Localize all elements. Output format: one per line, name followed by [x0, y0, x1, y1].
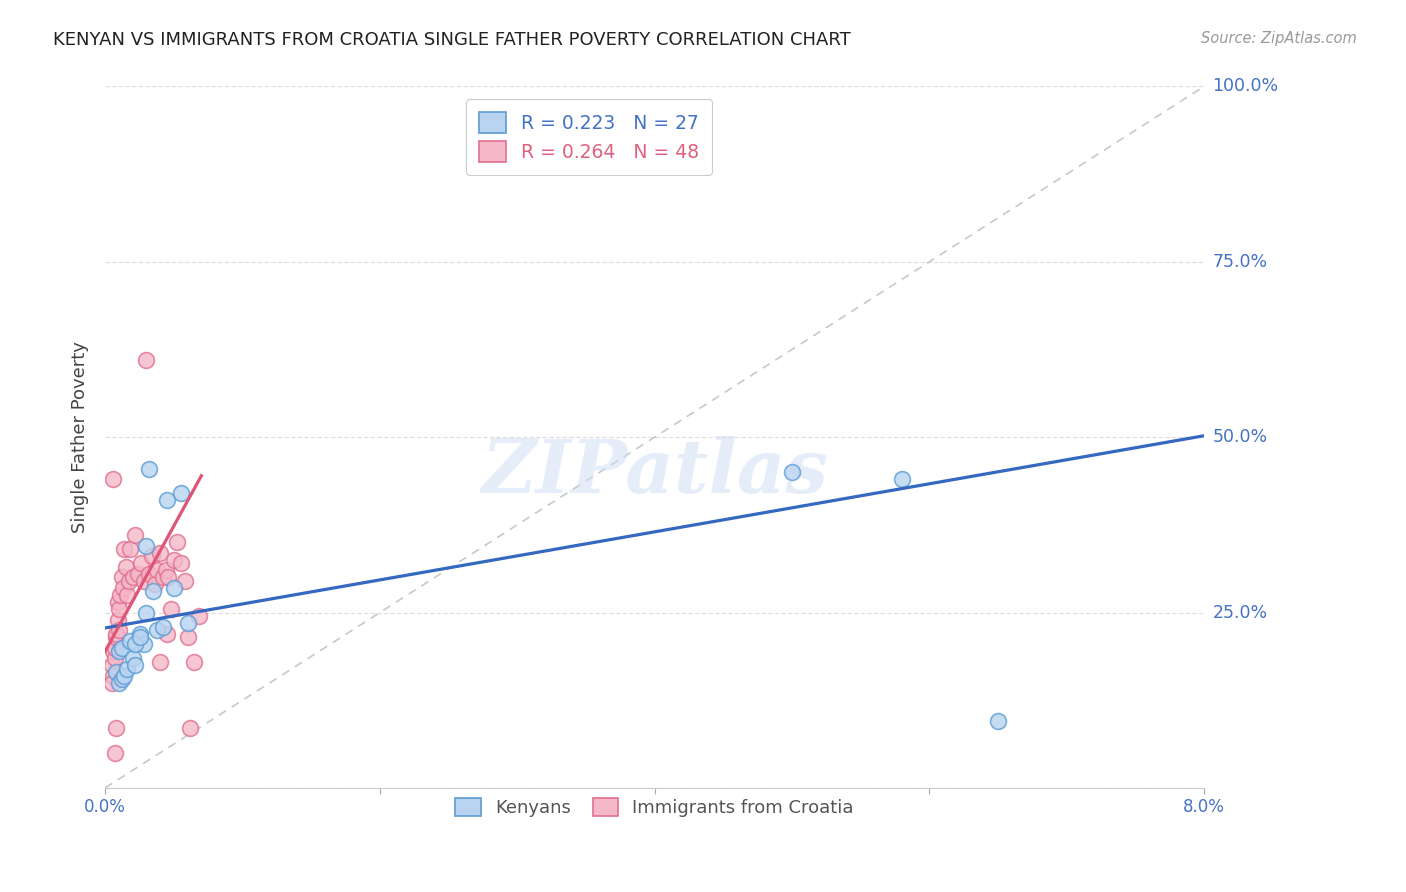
Point [111, 672, 134, 686]
Point [155, 563, 177, 577]
Point [114, 542, 136, 557]
Point [111, 570, 134, 584]
Point [124, 528, 146, 542]
Point [138, 566, 160, 581]
Point [127, 566, 149, 581]
Point [156, 626, 179, 640]
Point [104, 746, 127, 760]
Point [115, 588, 138, 602]
Point [108, 644, 131, 658]
Point [124, 658, 146, 673]
Point [121, 651, 143, 665]
Text: 75.0%: 75.0% [1212, 252, 1268, 271]
Legend: Kenyans, Immigrants from Croatia: Kenyans, Immigrants from Croatia [449, 790, 860, 824]
Point [156, 493, 179, 508]
Point [146, 623, 169, 637]
Point [105, 665, 128, 680]
Point [105, 630, 128, 644]
Point [141, 549, 163, 564]
Point [149, 546, 172, 560]
Point [124, 637, 146, 651]
Point [132, 637, 155, 651]
Text: KENYAN VS IMMIGRANTS FROM CROATIA SINGLE FATHER POVERTY CORRELATION CHART: KENYAN VS IMMIGRANTS FROM CROATIA SINGLE… [53, 31, 851, 49]
Point [187, 609, 209, 624]
Point [173, 574, 195, 588]
Point [176, 615, 198, 630]
Point [128, 626, 150, 640]
Text: 100.0%: 100.0% [1212, 78, 1278, 95]
Point [146, 563, 169, 577]
Point [135, 539, 157, 553]
Point [143, 577, 166, 591]
Point [135, 606, 157, 620]
Point [166, 535, 188, 549]
Point [101, 675, 124, 690]
Point [103, 668, 125, 682]
Point [138, 461, 160, 475]
Point [157, 570, 180, 584]
Point [118, 542, 141, 557]
Point [152, 570, 174, 584]
Point [114, 560, 136, 574]
Point [183, 655, 205, 669]
Point [129, 557, 152, 571]
Point [118, 633, 141, 648]
Point [111, 640, 134, 655]
Point [104, 640, 127, 655]
Point [108, 623, 131, 637]
Point [105, 626, 128, 640]
Point [163, 581, 186, 595]
Point [112, 581, 135, 595]
Point [170, 557, 193, 571]
Y-axis label: Single Father Poverty: Single Father Poverty [72, 342, 89, 533]
Point [160, 602, 183, 616]
Point [780, 465, 803, 479]
Point [103, 644, 125, 658]
Text: Source: ZipAtlas.com: Source: ZipAtlas.com [1201, 31, 1357, 46]
Point [115, 662, 138, 676]
Point [104, 651, 127, 665]
Point [110, 588, 132, 602]
Point [108, 602, 131, 616]
Point [170, 486, 193, 500]
Point [114, 668, 136, 682]
Point [117, 574, 139, 588]
Point [103, 472, 125, 486]
Point [142, 584, 165, 599]
Point [105, 721, 128, 735]
Point [163, 553, 186, 567]
Point [149, 655, 172, 669]
Text: 50.0%: 50.0% [1212, 428, 1268, 446]
Point [108, 675, 131, 690]
Point [987, 714, 1010, 729]
Point [176, 630, 198, 644]
Point [179, 721, 201, 735]
Point [152, 619, 174, 633]
Point [128, 630, 150, 644]
Text: ZIPatlas: ZIPatlas [481, 436, 828, 508]
Point [135, 353, 157, 368]
Point [107, 595, 129, 609]
Text: 25.0%: 25.0% [1212, 604, 1268, 622]
Point [107, 613, 129, 627]
Point [890, 472, 912, 486]
Point [121, 570, 143, 584]
Point [101, 658, 124, 673]
Point [132, 574, 155, 588]
